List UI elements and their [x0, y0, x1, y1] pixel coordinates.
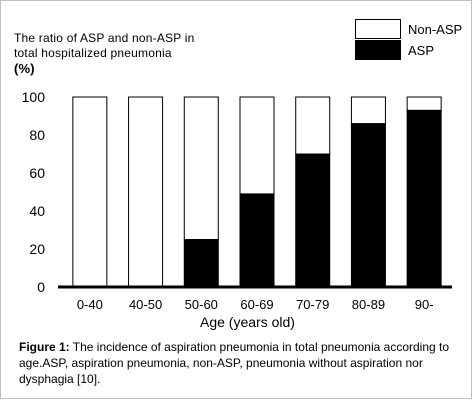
- bar-non-asp-70-79: [295, 96, 331, 155]
- bar-asp-80-89: [350, 123, 386, 288]
- y-tick-label-100: 100: [22, 89, 46, 105]
- y-tick-label-80: 80: [29, 127, 45, 143]
- x-tick-label-50-60: 50-60: [185, 297, 218, 312]
- legend-item-non-asp: Non-ASP: [355, 19, 462, 39]
- bar-non-asp-40-50: [128, 96, 164, 288]
- bar-asp-50-60: [183, 239, 219, 288]
- bar-non-asp-50-60: [183, 96, 219, 240]
- caption-label: Figure 1:: [19, 340, 70, 354]
- x-tick-label-0-40: 0-40: [77, 297, 103, 312]
- legend-label-asp: ASP: [408, 42, 435, 58]
- legend-swatch-asp: [355, 40, 401, 60]
- bar-asp-70-79: [295, 153, 331, 288]
- y-tick-label-60: 60: [29, 165, 45, 181]
- legend-swatch-non-asp: [355, 19, 401, 39]
- bar-non-asp-0-40: [72, 96, 108, 288]
- x-axis-label: Age (years old): [200, 314, 295, 330]
- figure-caption: Figure 1: The incidence of aspiration pn…: [19, 339, 459, 387]
- legend-item-asp: ASP: [355, 40, 434, 60]
- bar-non-asp-80-89: [350, 96, 386, 125]
- x-tick-label-40-50: 40-50: [129, 297, 162, 312]
- bar-asp-90-: [406, 109, 442, 288]
- y-tick-label-20: 20: [29, 241, 45, 257]
- legend-label-non-asp: Non-ASP: [408, 21, 463, 37]
- y-axis-unit: (%): [14, 61, 35, 76]
- bar-asp-60-69: [239, 193, 275, 288]
- y-axis-label-line-1: The ratio of ASP and non-ASP in: [14, 31, 195, 45]
- y-tick-label-0: 0: [37, 279, 45, 295]
- bar-non-asp-60-69: [239, 96, 275, 195]
- x-tick-label-90-: 90-: [415, 297, 434, 312]
- x-tick-label-60-69: 60-69: [240, 297, 273, 312]
- stacked-bar-chart: 0-40 40-50 50-60 60-69 70-79 80-89 90- 0 20 40 60 8…: [22, 89, 452, 312]
- y-tick-label-40: 40: [29, 203, 45, 219]
- bar-non-asp-90-: [406, 96, 442, 111]
- y-axis-label-line-2: total hospitalized pneumonia: [14, 46, 172, 60]
- caption-text: The incidence of aspiration pneumonia in…: [19, 340, 450, 386]
- x-tick-label-80-89: 80-89: [352, 297, 385, 312]
- x-tick-label-70-79: 70-79: [296, 297, 329, 312]
- y-axis-label: The ratio of ASP and non-ASP in total ho…: [14, 31, 195, 76]
